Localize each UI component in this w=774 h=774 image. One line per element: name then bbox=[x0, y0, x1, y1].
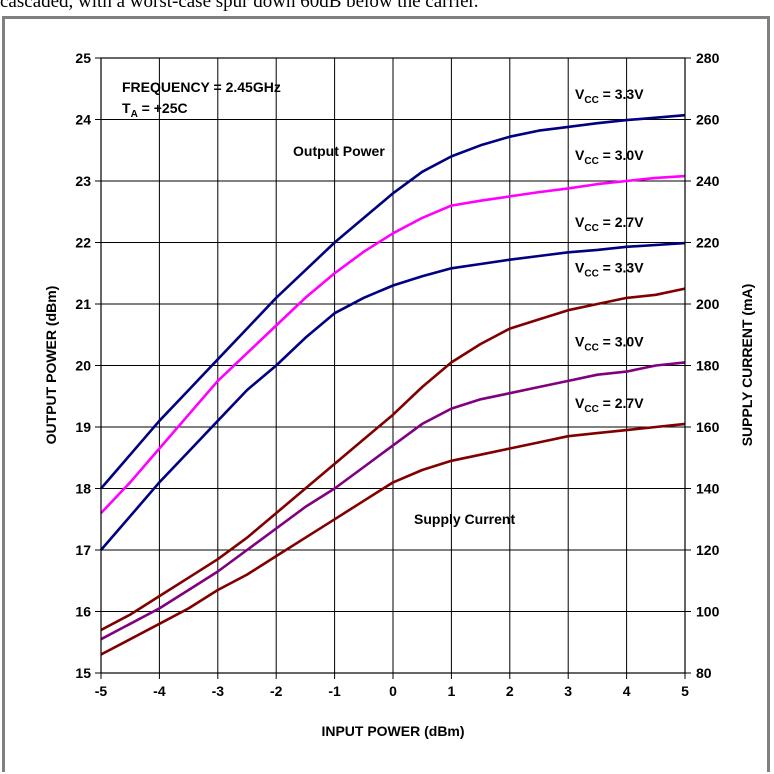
series-line-current-2 bbox=[100, 422, 686, 656]
series-layer bbox=[100, 113, 686, 656]
y-right-tick-label: 160 bbox=[696, 419, 720, 435]
y-left-tick-label: 23 bbox=[75, 173, 91, 189]
series-line-output-1 bbox=[100, 174, 686, 514]
series-label-output-0: VCC = 3.3V bbox=[575, 86, 644, 106]
annotation-supply-current: Supply Current bbox=[414, 511, 515, 527]
series-label-sub: CC bbox=[584, 342, 598, 353]
series-label-current-0: VCC = 3.3V bbox=[575, 260, 644, 280]
y-left-tick-label: 21 bbox=[75, 296, 91, 312]
y-right-tick-label: 80 bbox=[696, 665, 712, 681]
x-tick-label: 2 bbox=[506, 683, 514, 699]
x-tick-label: 0 bbox=[389, 683, 397, 699]
series-line-output-0 bbox=[100, 113, 686, 490]
series-label-value: = 3.0V bbox=[599, 147, 644, 163]
series-label-output-2: VCC = 2.7V bbox=[575, 214, 644, 234]
x-tick-label: -3 bbox=[212, 683, 225, 699]
series-label-sub: CC bbox=[584, 95, 598, 106]
series-line-current-0 bbox=[100, 287, 686, 632]
y-left-tick-label: 15 bbox=[75, 665, 91, 681]
y-right-tick-label: 100 bbox=[696, 604, 720, 620]
y-left-tick-label: 25 bbox=[75, 50, 91, 66]
temp-sub: A bbox=[131, 109, 138, 120]
figure-frame bbox=[2, 16, 770, 772]
x-axis-label: INPUT POWER (dBm) bbox=[321, 723, 464, 739]
series-label-sub: CC bbox=[584, 269, 598, 280]
series-label-main: V bbox=[575, 214, 585, 230]
series-label-sub: CC bbox=[584, 404, 598, 415]
series-label-main: V bbox=[575, 147, 585, 163]
y-right-tick-label: 260 bbox=[696, 112, 720, 128]
x-tick-label: 5 bbox=[681, 683, 689, 699]
y-right-tick-label: 140 bbox=[696, 481, 720, 497]
tick-layer: -5 -4 -3 -2 -1 0 1 2 3 4 5151617181920212223242580… bbox=[75, 50, 719, 699]
annotation-frequency: FREQUENCY = 2.45GHz bbox=[122, 79, 281, 95]
series-label-value: = 2.7V bbox=[599, 214, 644, 230]
page-caption: cascaded, with a worst-case spur down 60… bbox=[0, 0, 479, 12]
y-axis-right-label: SUPPLY CURRENT (mA) bbox=[739, 284, 755, 447]
y-right-tick-label: 180 bbox=[696, 358, 720, 374]
y-left-tick-label: 16 bbox=[75, 604, 91, 620]
annotation-temperature: TA = +25C bbox=[122, 100, 188, 120]
x-tick-label: -4 bbox=[153, 683, 166, 699]
series-label-sub: CC bbox=[584, 223, 598, 234]
annotation-output-power: Output Power bbox=[293, 143, 385, 159]
series-label-sub: CC bbox=[584, 156, 598, 167]
temp-value: = +25C bbox=[138, 100, 188, 116]
y-left-tick-label: 22 bbox=[75, 235, 91, 251]
x-tick-label: -2 bbox=[270, 683, 283, 699]
y-right-tick-label: 280 bbox=[696, 50, 720, 66]
series-label-current-1: VCC = 3.0V bbox=[575, 333, 644, 353]
y-right-tick-label: 200 bbox=[696, 296, 720, 312]
series-label-value: = 2.7V bbox=[599, 395, 644, 411]
x-tick-label: 4 bbox=[623, 683, 631, 699]
series-label-current-2: VCC = 2.7V bbox=[575, 395, 644, 415]
series-label-main: V bbox=[575, 333, 585, 349]
series-label-main: V bbox=[575, 395, 585, 411]
y-right-tick-label: 240 bbox=[696, 173, 720, 189]
y-left-tick-label: 19 bbox=[75, 419, 91, 435]
x-tick-label: -1 bbox=[328, 683, 341, 699]
y-right-tick-label: 120 bbox=[696, 542, 720, 558]
series-line-current-1 bbox=[100, 361, 686, 641]
temp-t: T bbox=[122, 100, 131, 116]
series-label-main: V bbox=[575, 260, 585, 276]
series-label-output-1: VCC = 3.0V bbox=[575, 147, 644, 167]
y-axis-left-label: OUTPUT POWER (dBm) bbox=[43, 286, 59, 445]
x-tick-label: 1 bbox=[448, 683, 456, 699]
y-left-tick-label: 18 bbox=[75, 481, 91, 497]
x-tick-label: 3 bbox=[564, 683, 572, 699]
series-line-output-2 bbox=[100, 241, 686, 551]
series-label-value: = 3.0V bbox=[599, 333, 644, 349]
y-left-tick-label: 24 bbox=[75, 112, 91, 128]
series-label-value: = 3.3V bbox=[599, 260, 644, 276]
y-right-tick-label: 220 bbox=[696, 235, 720, 251]
series-label-value: = 3.3V bbox=[599, 86, 644, 102]
y-left-tick-label: 20 bbox=[75, 358, 91, 374]
x-tick-label: -5 bbox=[95, 683, 108, 699]
series-label-main: V bbox=[575, 86, 585, 102]
y-left-tick-label: 17 bbox=[75, 542, 91, 558]
